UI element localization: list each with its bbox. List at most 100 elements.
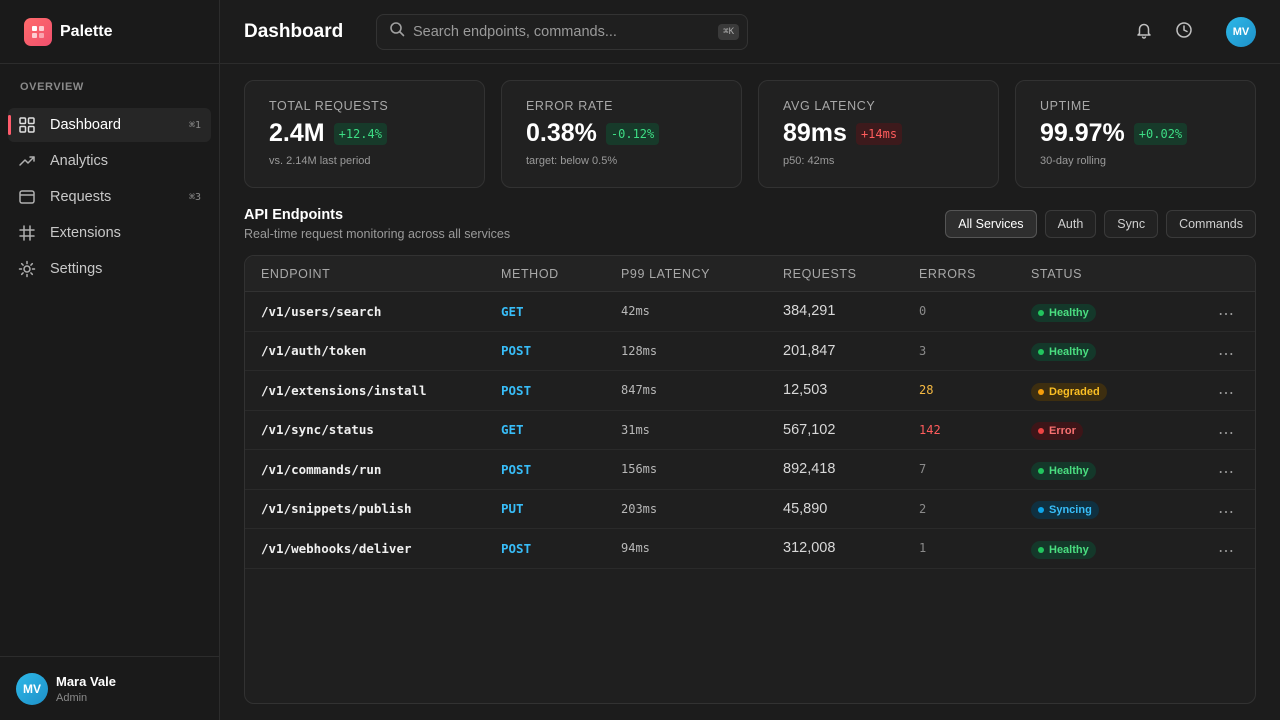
sidebar: Palette OVERVIEW Dashboard ⌘1 Analytics … — [0, 0, 220, 720]
status-cell: Error — [1031, 419, 1181, 441]
stat-sub: vs. 2.14M last period — [269, 155, 371, 167]
table-row[interactable]: /v1/sync/status GET 31ms 567,102 142 Error ⋯ — [245, 411, 1255, 450]
status-badge: Healthy — [1031, 540, 1096, 559]
table-row[interactable]: /v1/auth/token POST 128ms 201,847 3 Healthy ⋯ — [245, 332, 1255, 371]
filter-auth[interactable]: Auth — [1044, 210, 1097, 238]
more-options-icon[interactable]: ⋯ — [1218, 424, 1235, 442]
table-row[interactable]: /v1/snippets/publish PUT 203ms 45,890 2 Synci… — [245, 490, 1255, 529]
status-label: Syncing — [1049, 504, 1092, 517]
filter-all-services[interactable]: All Services — [945, 210, 1037, 238]
search-shortcut: ⌘K — [718, 23, 739, 40]
table-body: /v1/users/search GET 42ms 384,291 0 Healthy ⋯ /… — [245, 292, 1255, 569]
sidebar-item-settings[interactable]: Settings — [8, 252, 211, 286]
error-count: 3 — [919, 343, 927, 358]
stat-card-total-requests: TOTAL REQUESTS 2.4M +12.4% vs. 2.14M las… — [244, 80, 485, 188]
table-row[interactable]: /v1/extensions/install POST 847ms 12,503 28 D… — [245, 371, 1255, 411]
stat-delta: +0.02% — [1133, 122, 1188, 145]
status-badge: Healthy — [1031, 303, 1096, 322]
table-row[interactable]: /v1/webhooks/deliver POST 94ms 312,008 1 Heal… — [245, 529, 1255, 569]
palette-logo-icon — [24, 17, 52, 46]
user-avatar-button[interactable]: MV — [1226, 17, 1256, 47]
sidebar-item-extensions[interactable]: Extensions — [8, 216, 211, 250]
sidebar-item-label: Extensions — [50, 225, 121, 241]
top-header: Dashboard ⌘K MV — [220, 0, 1280, 64]
notifications-button[interactable] — [1128, 16, 1160, 48]
status-dot-icon — [1038, 388, 1044, 395]
filter-sync[interactable]: Sync — [1104, 210, 1159, 238]
table-row[interactable]: /v1/commands/run POST 156ms 892,418 7 Healthy… — [245, 450, 1255, 490]
stat-value: 89ms — [783, 119, 847, 147]
error-count: 142 — [919, 422, 941, 437]
hash-icon — [18, 224, 36, 242]
brand[interactable]: Palette — [0, 0, 219, 64]
status-dot-icon — [1038, 507, 1044, 514]
user-profile[interactable]: MV Mara Vale Admin — [0, 656, 219, 720]
more-options-icon[interactable]: ⋯ — [1218, 464, 1235, 481]
sidebar-item-label: Dashboard — [50, 117, 121, 133]
column-header-method[interactable]: METHOD — [501, 266, 559, 281]
sidebar-item-requests[interactable]: Requests ⌘3 — [8, 180, 211, 214]
more-options-icon[interactable]: ⋯ — [1218, 503, 1235, 521]
endpoint-path: /v1/webhooks/deliver — [261, 540, 412, 556]
status-badge: Healthy — [1031, 343, 1096, 362]
status-cell: Healthy — [1031, 538, 1181, 559]
column-header-errors[interactable]: ERRORS — [919, 266, 977, 281]
table-header: ENDPOINT METHOD P99 LATENCY REQUESTS ERR… — [245, 256, 1255, 292]
status-label: Healthy — [1049, 346, 1089, 359]
clock-icon — [1175, 21, 1193, 44]
stat-sub: target: below 0.5% — [526, 155, 618, 167]
table-row[interactable]: /v1/users/search GET 42ms 384,291 0 Healthy ⋯ — [245, 292, 1255, 332]
more-options-icon[interactable]: ⋯ — [1218, 345, 1235, 363]
column-header-endpoint[interactable]: ENDPOINT — [261, 266, 331, 281]
http-method: POST — [501, 540, 532, 556]
app-name: Palette — [60, 22, 113, 40]
stat-label: TOTAL REQUESTS — [269, 99, 389, 113]
stat-delta: +14ms — [855, 122, 903, 145]
search-bar[interactable]: ⌘K — [376, 13, 748, 50]
history-button[interactable] — [1168, 16, 1200, 48]
search-input[interactable] — [413, 23, 719, 40]
more-options-icon[interactable]: ⋯ — [1218, 543, 1235, 560]
stat-label: AVG LATENCY — [783, 99, 876, 113]
status-cell: Syncing — [1031, 498, 1181, 520]
user-name: Mara Vale — [56, 673, 116, 689]
sidebar-item-dashboard[interactable]: Dashboard ⌘1 — [8, 108, 211, 142]
error-count: 1 — [919, 541, 927, 556]
p99-latency: 156ms — [621, 462, 658, 477]
more-options-icon[interactable]: ⋯ — [1218, 306, 1235, 323]
endpoint-path: /v1/users/search — [261, 303, 382, 319]
more-options-icon[interactable]: ⋯ — [1218, 385, 1235, 402]
stat-sub: p50: 42ms — [783, 155, 835, 167]
error-count: 0 — [919, 304, 927, 319]
filter-commands[interactable]: Commands — [1166, 210, 1256, 238]
http-method: PUT — [501, 501, 524, 517]
search-icon — [389, 21, 405, 42]
request-count: 12,503 — [783, 382, 828, 399]
column-header-requests[interactable]: REQUESTS — [783, 266, 857, 281]
stat-value: 2.4M — [269, 119, 325, 147]
endpoint-path: /v1/commands/run — [261, 461, 382, 477]
sidebar-item-analytics[interactable]: Analytics — [8, 144, 211, 178]
stat-card-avg-latency: AVG LATENCY 89ms +14ms p50: 42ms — [758, 80, 999, 188]
status-label: Healthy — [1049, 543, 1089, 556]
status-label: Error — [1049, 425, 1076, 438]
stat-label: ERROR RATE — [526, 99, 614, 113]
stat-delta: +12.4% — [333, 122, 387, 145]
stat-sub: 30-day rolling — [1040, 155, 1107, 167]
sun-gear-icon — [18, 260, 36, 278]
status-badge: Degraded — [1031, 382, 1107, 401]
stat-value: 0.38% — [526, 119, 597, 147]
sidebar-item-label: Settings — [50, 261, 103, 277]
status-dot-icon — [1038, 467, 1044, 474]
column-header-status[interactable]: STATUS — [1031, 266, 1083, 281]
grid-icon — [18, 116, 36, 134]
stat-label: UPTIME — [1040, 99, 1091, 113]
p99-latency: 128ms — [621, 343, 658, 358]
shortcut-hint: ⌘3 — [188, 191, 201, 203]
stat-card-error-rate: ERROR RATE 0.38% -0.12% target: below 0.… — [501, 80, 742, 188]
status-badge: Error — [1031, 422, 1083, 441]
status-label: Degraded — [1049, 385, 1100, 398]
status-cell: Degraded — [1031, 380, 1181, 401]
http-method: POST — [501, 461, 532, 477]
column-header-latency[interactable]: P99 LATENCY — [621, 266, 711, 281]
